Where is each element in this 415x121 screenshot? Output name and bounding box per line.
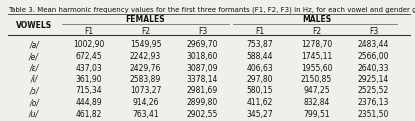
Text: 1002,90: 1002,90 [73,41,104,49]
Text: 763,41: 763,41 [132,110,159,118]
Text: VOWELS: VOWELS [16,21,52,30]
Text: 1549,95: 1549,95 [130,41,161,49]
Text: 1278,70: 1278,70 [301,41,332,49]
Text: 1745,11: 1745,11 [301,52,332,61]
Text: /e/: /e/ [29,52,39,61]
Text: 2351,50: 2351,50 [358,110,389,118]
Text: 2376,13: 2376,13 [358,98,389,107]
Text: /i/: /i/ [30,75,38,84]
Text: F3: F3 [369,26,378,35]
Text: Table 3. Mean harmonic frequency values for the first three formants (F1, F2, F3: Table 3. Mean harmonic frequency values … [8,7,415,13]
Text: 2925,14: 2925,14 [358,75,389,84]
Text: 753,87: 753,87 [246,41,273,49]
Text: /ɔ/: /ɔ/ [29,87,39,95]
Text: 361,90: 361,90 [75,75,102,84]
Text: 2483,44: 2483,44 [358,41,389,49]
Text: F2: F2 [312,26,321,35]
Text: 799,51: 799,51 [303,110,330,118]
Text: 2981,69: 2981,69 [187,87,218,95]
Text: 715,34: 715,34 [75,87,102,95]
Text: 411,62: 411,62 [247,98,273,107]
Text: 2902,55: 2902,55 [187,110,218,118]
Text: 2150,85: 2150,85 [301,75,332,84]
Text: 3378,14: 3378,14 [187,75,218,84]
Text: 2429,76: 2429,76 [130,64,161,72]
Text: 672,45: 672,45 [75,52,102,61]
Text: 2899,80: 2899,80 [187,98,218,107]
Text: 461,82: 461,82 [75,110,102,118]
Text: 2525,52: 2525,52 [358,87,389,95]
Text: 2566,00: 2566,00 [358,52,389,61]
Text: 2583,89: 2583,89 [130,75,161,84]
Text: 2640,33: 2640,33 [358,64,389,72]
Text: 3018,60: 3018,60 [187,52,218,61]
Text: 947,25: 947,25 [303,87,330,95]
Text: 444,89: 444,89 [75,98,102,107]
Text: F2: F2 [141,26,150,35]
Text: /o/: /o/ [29,98,39,107]
Text: /a/: /a/ [29,41,39,49]
Text: /u/: /u/ [29,110,39,118]
Text: /ɛ/: /ɛ/ [29,64,39,72]
Text: 345,27: 345,27 [246,110,273,118]
Text: 437,03: 437,03 [75,64,102,72]
Text: FEMALES: FEMALES [126,15,165,24]
Text: F3: F3 [198,26,207,35]
Text: 832,84: 832,84 [303,98,330,107]
Text: 1955,60: 1955,60 [301,64,332,72]
Text: 1073,27: 1073,27 [130,87,161,95]
Text: 914,26: 914,26 [132,98,159,107]
Text: MALES: MALES [302,15,331,24]
Text: 588,44: 588,44 [246,52,273,61]
Text: 3087,09: 3087,09 [187,64,218,72]
Text: 406,63: 406,63 [246,64,273,72]
Text: 2969,70: 2969,70 [187,41,218,49]
Text: 2242,93: 2242,93 [130,52,161,61]
Text: F1: F1 [84,26,93,35]
Text: F1: F1 [255,26,264,35]
Text: 580,15: 580,15 [246,87,273,95]
Text: 297,80: 297,80 [246,75,273,84]
